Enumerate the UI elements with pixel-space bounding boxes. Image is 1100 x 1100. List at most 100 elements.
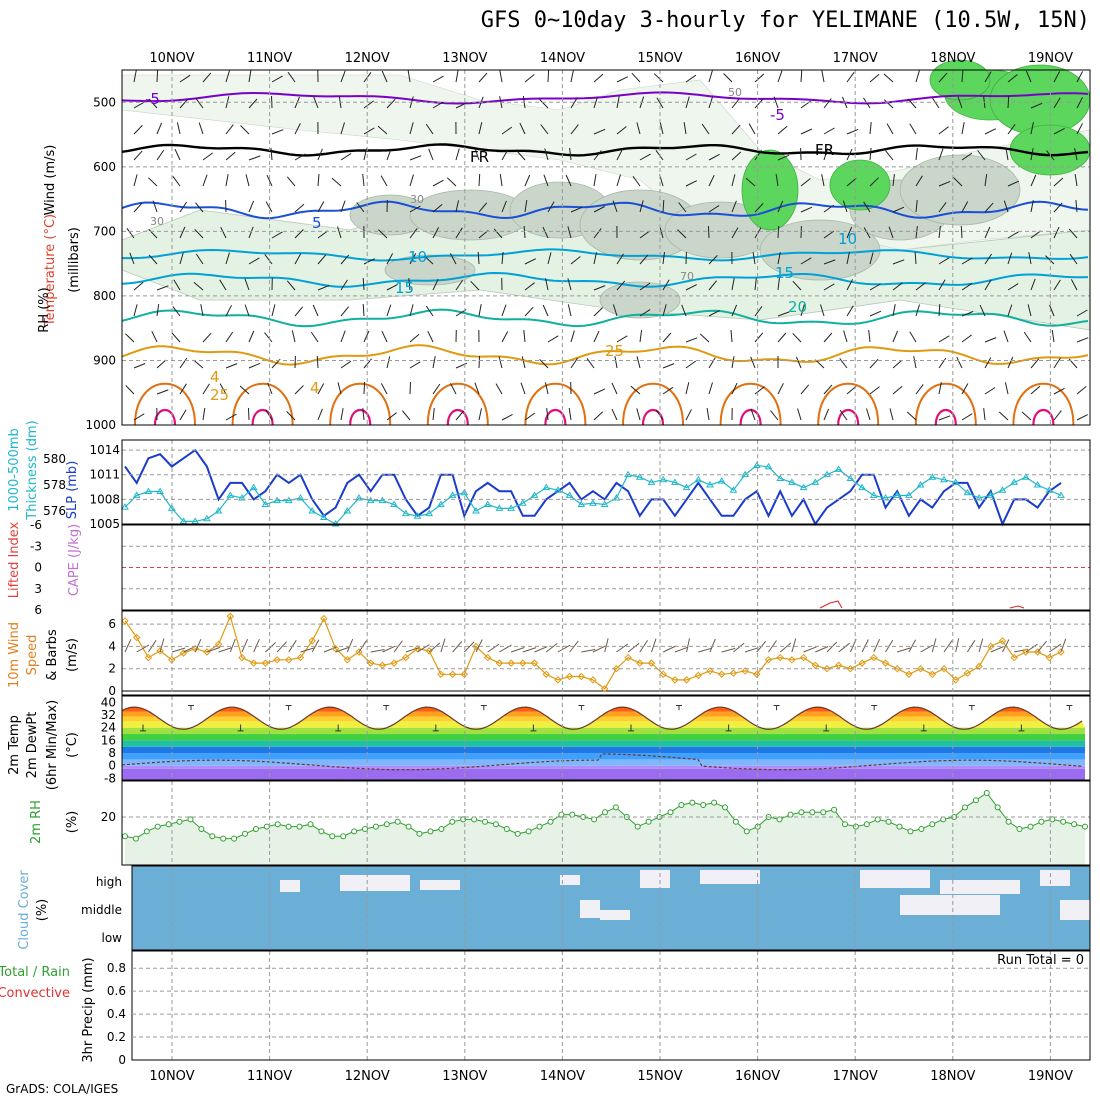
wind-barb-10m xyxy=(581,649,596,653)
wind-barb xyxy=(340,330,346,343)
wind-barb xyxy=(156,304,160,317)
wind-speed-marker xyxy=(975,662,983,671)
thickness-marker xyxy=(308,507,317,514)
millibars-axis-label: (millibars) xyxy=(67,227,82,293)
wind-barb xyxy=(570,124,579,135)
date-label-bottom: 10NOV xyxy=(149,1069,194,1084)
thickness-marker xyxy=(1033,481,1042,488)
rh-2m-marker xyxy=(383,821,390,828)
wind-speed-marker xyxy=(1033,648,1042,656)
rh-2m-marker xyxy=(274,821,281,828)
wind-barb-10m xyxy=(452,641,463,653)
wind-barb xyxy=(248,155,261,161)
wind-barb xyxy=(202,332,212,343)
wind-barb xyxy=(1053,410,1062,421)
wind-barb xyxy=(129,252,135,265)
wind-barb xyxy=(984,71,992,83)
wind-barb xyxy=(631,72,641,83)
wind-barb xyxy=(961,122,965,135)
wind-barb xyxy=(179,226,186,239)
temp-2m-line xyxy=(121,706,1083,730)
wind-barb xyxy=(1004,382,1009,395)
cape-ytick: -6 xyxy=(30,518,42,532)
wind-speed-marker xyxy=(530,659,539,667)
contour-diurnal-loop xyxy=(817,382,880,426)
wind-barb xyxy=(961,201,969,213)
wind-barb xyxy=(202,408,206,421)
slp-ytick: 1014 xyxy=(89,443,120,457)
rh-2m-marker xyxy=(132,835,139,842)
wind-speed-marker xyxy=(963,669,972,677)
slp-frame xyxy=(121,439,1091,525)
wind-barb-10m xyxy=(335,646,349,653)
wind-barb xyxy=(593,252,597,265)
date-label-top: 13NOV xyxy=(442,51,487,66)
wind-speed-marker xyxy=(589,676,597,684)
thickness-marker xyxy=(682,483,691,491)
wind-barb-10m xyxy=(194,638,202,653)
thickness-marker xyxy=(507,504,515,511)
rh-2m-marker xyxy=(678,802,685,808)
thickness-marker xyxy=(390,500,398,507)
wind-barb xyxy=(340,200,346,213)
wind-barb xyxy=(544,382,549,395)
wind-barb xyxy=(428,148,434,161)
rh-2m-marker xyxy=(602,809,608,816)
date-label-top: 16NOV xyxy=(735,51,780,66)
rh-2m-marker xyxy=(569,811,576,818)
wind-barb xyxy=(938,257,950,265)
thickness-marker xyxy=(905,491,913,498)
wind-barb xyxy=(176,122,181,135)
precip-ytick: 0.2 xyxy=(107,1030,126,1044)
wind-barb xyxy=(745,177,756,187)
wind-barb xyxy=(611,408,618,421)
contour-25 xyxy=(121,344,1089,366)
rh-2m-marker xyxy=(209,833,216,840)
wind-barb xyxy=(317,408,323,421)
wind-barb xyxy=(708,309,720,317)
date-label-bottom: 15NOV xyxy=(637,1069,682,1084)
wind-barb xyxy=(287,71,296,83)
wind-barb xyxy=(340,279,348,291)
wind-barb xyxy=(616,76,629,83)
wind-barb-10m xyxy=(124,639,132,653)
wind-barb xyxy=(133,125,143,135)
thickness-marker xyxy=(624,470,632,478)
cape-ytick: 0 xyxy=(34,561,42,575)
wind-barb xyxy=(731,174,736,187)
wind-barb xyxy=(340,408,344,421)
wind-barb xyxy=(455,70,459,83)
contour-hot-loop xyxy=(153,408,177,426)
wind-barb xyxy=(547,335,559,343)
wind-speed-marker xyxy=(823,665,831,673)
upper-ytick: 1000 xyxy=(85,418,116,432)
wind-barb-10m xyxy=(779,642,792,653)
wind-barb xyxy=(984,337,997,343)
wind-barb xyxy=(565,174,572,187)
wind-barb xyxy=(362,303,365,317)
wind-barb xyxy=(730,329,733,343)
rh2m-label: 2m RH xyxy=(29,800,44,844)
wind-barb xyxy=(823,98,832,109)
wind-barb xyxy=(681,304,687,317)
wind-barb xyxy=(1049,304,1055,317)
temp-color-band xyxy=(122,707,1085,712)
rh-2m-marker xyxy=(503,826,510,832)
rh-2m-marker xyxy=(329,833,336,840)
wind-barb xyxy=(202,152,213,161)
wind-barb-10m xyxy=(592,645,606,653)
wind-barb xyxy=(244,278,250,291)
contour-hot-loop xyxy=(349,408,372,426)
rh-2m-marker xyxy=(918,826,925,832)
wind-barb xyxy=(593,73,604,83)
contour-hot-loop xyxy=(251,408,274,426)
wind-barb xyxy=(586,358,595,369)
chart-title: GFS 0~10day 3-hourly for YELIMANE (10.5W… xyxy=(480,8,1090,33)
contour-diurnal-loop xyxy=(1012,382,1075,426)
wind-barb xyxy=(701,123,710,135)
wind-barb xyxy=(708,357,716,369)
wind-barb xyxy=(225,124,234,135)
contour-hot-loop xyxy=(544,408,567,426)
thickness-marker xyxy=(320,513,328,520)
wind-barb xyxy=(1021,411,1032,421)
